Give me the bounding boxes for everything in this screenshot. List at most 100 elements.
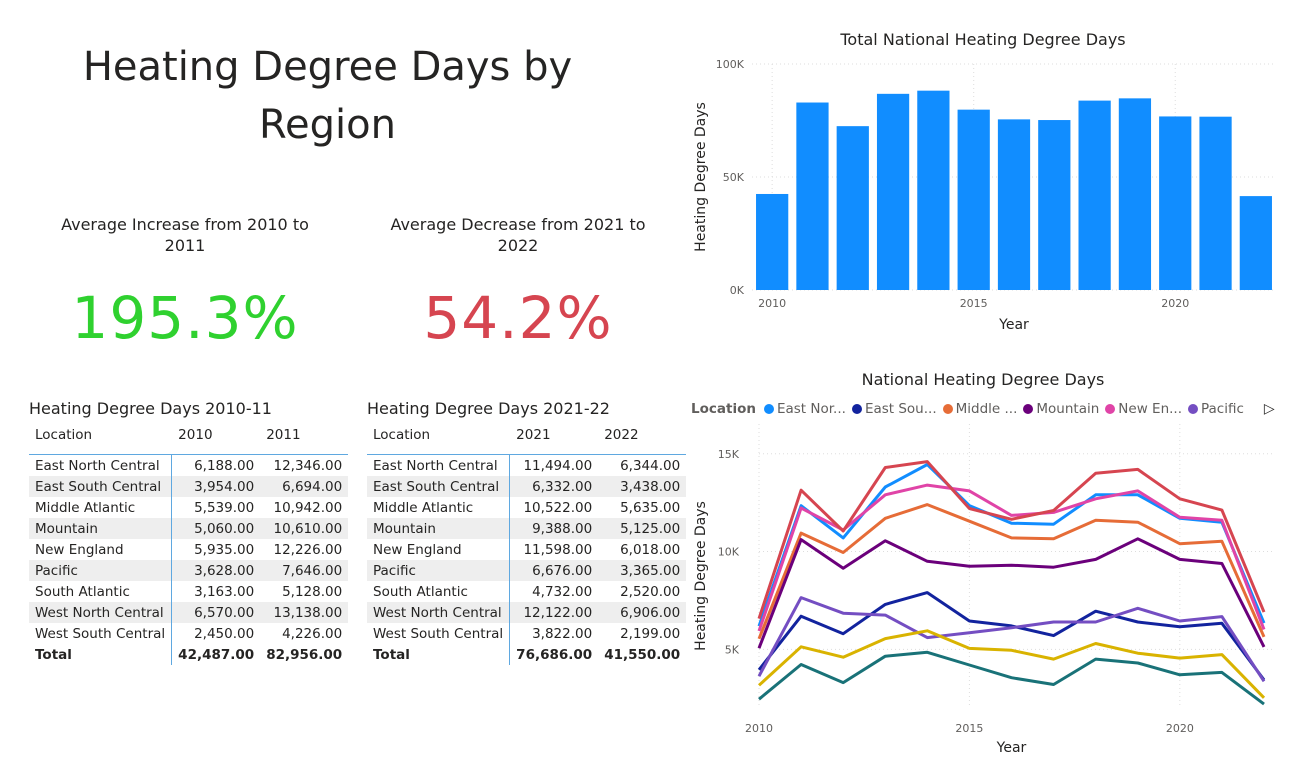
table-row: East North Central 6,188.00 12,346.00 [29,454,348,476]
legend-item[interactable]: Middle ... [942,401,1017,417]
table-row: South Atlantic 3,163.00 5,128.00 [29,581,348,602]
bar[interactable] [957,109,990,290]
line-chart-legend[interactable]: Location East Nor... East Sou... Middle ..… [691,401,1281,417]
series-line[interactable] [757,591,1266,681]
column-header[interactable]: 2010 [171,416,261,455]
bar[interactable] [1118,98,1152,291]
column-header[interactable]: Location [367,416,510,455]
x-tick-label: 2020 [1161,297,1189,310]
table-header-row: Location 2021 2022 [367,416,687,455]
cell-value: 4,226.00 [282,625,343,642]
column-header[interactable]: Location [29,416,172,455]
cell-value: 2,199.00 [620,625,681,642]
table-total-row: Total 76,686.00 41,550.00 [367,644,686,665]
bar[interactable] [1038,120,1071,290]
x-tick-label: 2015 [955,722,983,735]
series-line[interactable] [757,503,1266,640]
table-row: South Atlantic 4,732.00 2,520.00 [367,581,686,602]
bar[interactable] [917,90,950,290]
row-location: West North Central [367,602,511,623]
cell-value: 5,128.00 [282,583,343,600]
legend-label: New En... [1118,401,1182,417]
table-row: New England 5,935.00 12,226.00 [29,539,348,560]
row-location: Middle Atlantic [367,497,511,518]
table-2010-11[interactable]: Location 2010 2011 East North Central 6,188.… [29,416,349,665]
cell-value: 2,450.00 [194,625,255,642]
total-value: 41,550.00 [604,646,681,663]
series-line[interactable] [758,650,1265,706]
table-row: East North Central 11,494.00 6,344.00 [367,454,686,476]
kpi-decrease-label: Average Decrease from 2021 to 2022 [390,215,646,255]
bar[interactable] [1239,196,1272,290]
cell-value: 6,906.00 [598,602,687,623]
legend-dot-icon [1023,404,1034,414]
legend-title: Location [691,401,756,417]
x-axis-label: Year [996,740,1027,756]
series-line[interactable] [757,596,1266,683]
row-location: South Atlantic [29,581,173,602]
legend-dot-icon [1188,404,1198,414]
legend-item[interactable]: East Sou... [851,401,937,417]
y-tick-label: 5K [725,643,740,656]
kpi-increase-label: Average Increase from 2010 to 2011 [61,215,309,255]
bar[interactable] [1199,116,1232,290]
series-line[interactable] [757,537,1266,649]
x-axis-label: Year [998,317,1029,333]
series-line[interactable] [757,629,1266,699]
column-header[interactable]: 2021 [509,416,599,455]
line-chart-title: National Heating Degree Days [862,370,1105,389]
legend-dot-icon [763,404,774,414]
bar[interactable] [1159,116,1192,290]
legend-item[interactable]: New En... [1105,401,1182,417]
cell-value: 5,635.00 [620,499,681,516]
row-location: West North Central [29,602,173,623]
bar-chart-total-heating-degree-days[interactable]: Total National Heating Degree Days 0K 50K 1… [680,20,1280,340]
series-line[interactable] [757,463,1266,627]
legend-item[interactable]: Mountain [1023,401,1099,417]
total-label: Total [367,644,511,665]
cell-value: 2,520.00 [620,583,681,600]
cell-value: 12,226.00 [273,541,343,558]
row-location: East North Central [367,454,511,476]
legend-label: East Sou... [864,401,937,417]
line-chart-national-heating-degree-days[interactable]: National Heating Degree Days 5K 10K 15K 2010… [680,360,1280,760]
cell-value: 5,125.00 [598,518,687,539]
cell-value: 6,570.00 [171,602,261,623]
column-header[interactable]: 2011 [260,416,349,455]
column-header[interactable]: 2022 [598,416,687,455]
row-location: Pacific [29,560,173,581]
row-location: New England [367,539,511,560]
cell-value: 3,438.00 [598,476,687,497]
row-location: Mountain [367,518,511,539]
table-row: Middle Atlantic 5,539.00 10,942.00 [29,497,348,518]
cell-value: 5,935.00 [194,541,255,558]
kpi-decrease-value: 54.2% [423,284,613,352]
bar[interactable] [997,119,1031,291]
table-2010-11-title: Heating Degree Days 2010-11 [29,399,272,418]
table-row: East South Central 6,332.00 3,438.00 [367,476,687,497]
cell-value: 3,628.00 [171,560,261,581]
kpi-increase-value: 195.3% [71,284,299,352]
bar[interactable] [1078,100,1111,290]
table-total-row: Total 42,487.00 82,956.00 [29,644,348,665]
bar[interactable] [876,93,910,290]
cell-value: 5,539.00 [194,499,255,516]
bar[interactable] [756,193,789,290]
y-tick-label: 100K [716,58,745,71]
table-row: Middle Atlantic 10,522.00 5,635.00 [367,497,686,518]
total-value: 76,686.00 [516,646,593,663]
row-location: West South Central [29,623,173,644]
legend-item[interactable]: East Nor... [763,401,846,417]
legend-dot-icon [1105,404,1116,414]
row-location: East South Central [29,476,173,497]
bar[interactable] [836,126,869,291]
legend-label: Pacific [1201,401,1244,417]
legend-item[interactable]: Pacific [1188,401,1244,417]
table-row: Pacific 3,628.00 7,646.00 [29,560,349,581]
table-2021-22[interactable]: Location 2021 2022 East North Central 11,494… [367,416,687,665]
legend-next-arrow-icon[interactable]: ▷ [1263,401,1275,417]
legend-dot-icon [851,404,862,414]
bar[interactable] [796,102,829,290]
series-line[interactable] [757,460,1266,620]
table-row: New England 11,598.00 6,018.00 [367,539,686,560]
